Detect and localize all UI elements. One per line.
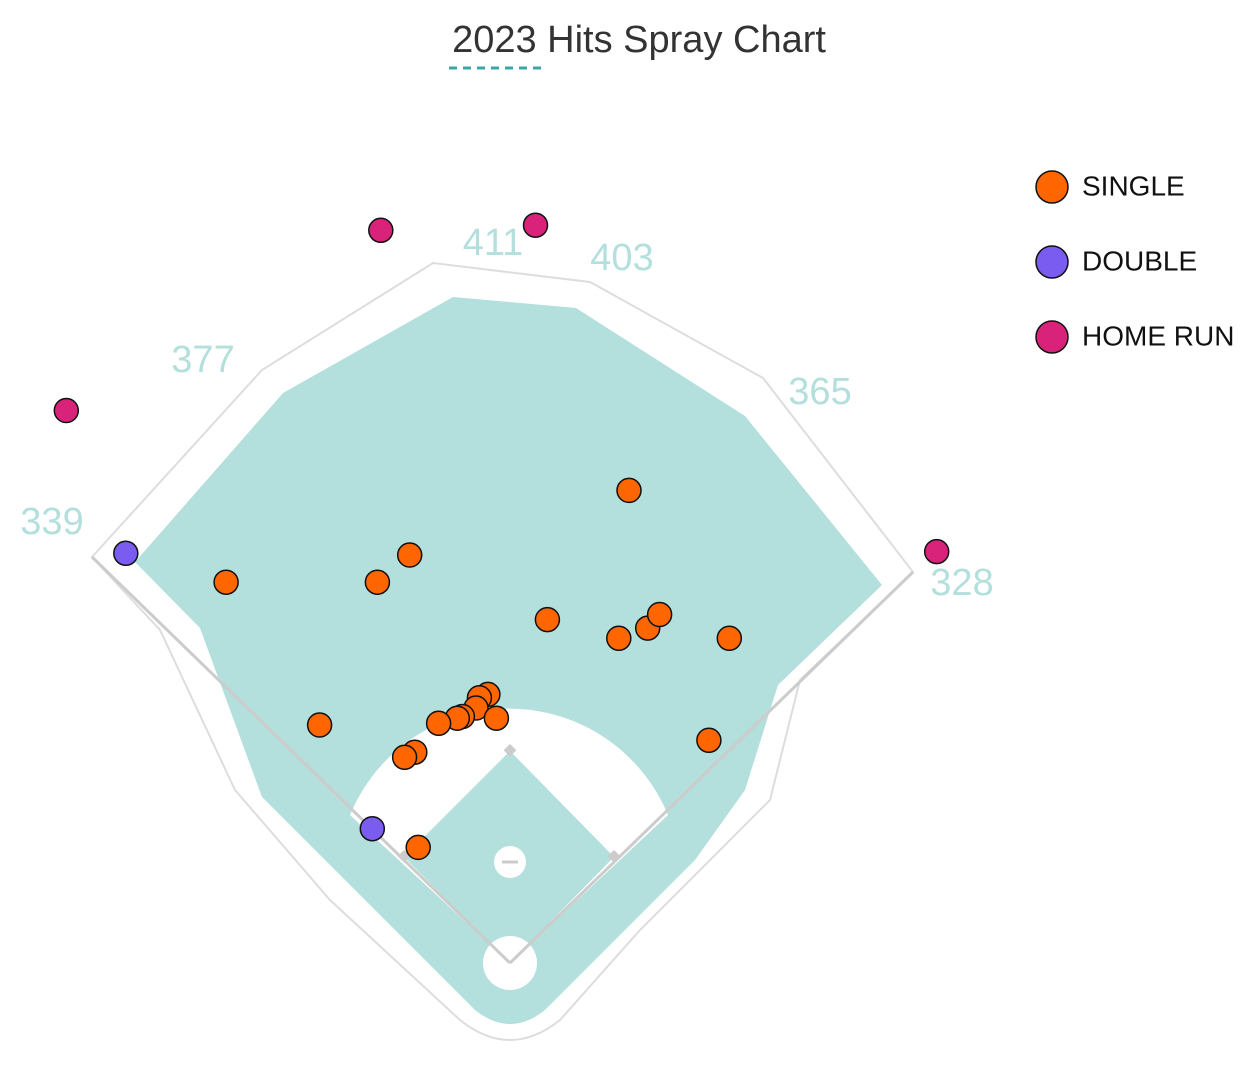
base: [503, 743, 517, 757]
hit-point: [425, 710, 452, 737]
legend-marker: [1035, 170, 1069, 204]
hit-point: [306, 712, 333, 738]
legend-marker: [1035, 245, 1069, 279]
hit-point: [923, 538, 950, 565]
legend-marker: [1035, 320, 1069, 354]
fence-distance: 365: [788, 371, 851, 413]
fence-distance: 377: [171, 339, 234, 381]
hit-point: [213, 569, 239, 595]
fence-distance: 328: [930, 562, 993, 604]
fence-distance: 411: [463, 222, 524, 264]
hit-point: [534, 606, 561, 633]
hit-point: [696, 727, 722, 754]
outer-wall: [90, 261, 915, 1041]
hit-point: [391, 744, 418, 771]
field: [90, 261, 915, 1041]
legend-label: SINGLE: [1082, 170, 1185, 201]
hit-point: [113, 540, 139, 567]
foul-line: [508, 570, 915, 965]
foul-line: [90, 555, 512, 965]
hit-point: [616, 477, 642, 504]
hit-point: [522, 212, 549, 238]
hit-point: [646, 601, 673, 628]
hit-point: [405, 834, 431, 861]
base: [607, 849, 621, 863]
fence-distance: 339: [20, 501, 83, 543]
hit-point: [53, 397, 80, 424]
hit-point: [396, 542, 423, 568]
legend-label: DOUBLE: [1082, 245, 1197, 276]
fence-distance: 403: [590, 237, 653, 279]
legend-label: HOME RUN: [1082, 320, 1234, 351]
hit-point: [716, 625, 743, 652]
hit-point: [483, 705, 510, 731]
hit-point: [364, 569, 391, 595]
hit-point: [368, 217, 394, 244]
grass: [135, 297, 882, 1024]
hit-point: [359, 815, 386, 842]
hit-point: [606, 625, 632, 652]
chart-title: 2023 Hits Spray Chart: [452, 19, 826, 61]
